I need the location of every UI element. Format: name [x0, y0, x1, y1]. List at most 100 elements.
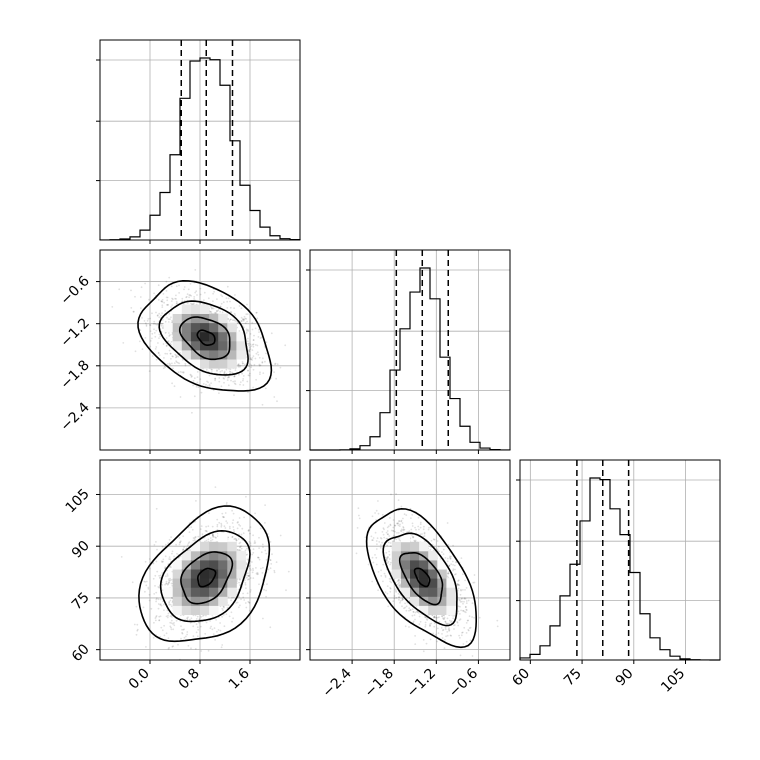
sample-point: [157, 607, 160, 610]
sample-point: [261, 572, 264, 574]
sample-point: [229, 368, 232, 371]
sample-point: [254, 541, 257, 544]
sample-point: [215, 310, 218, 312]
sample-point: [249, 333, 252, 335]
sample-point: [429, 623, 431, 626]
sample-point: [404, 606, 406, 609]
sample-point: [211, 628, 214, 631]
sample-point: [156, 570, 159, 573]
sample-point: [241, 372, 244, 375]
sample-point: [234, 537, 237, 540]
sample-point: [243, 579, 246, 582]
contour-level-3: [196, 329, 216, 346]
sample-point: [205, 621, 208, 624]
sample-point: [175, 354, 177, 357]
sample-point: [240, 533, 243, 536]
sample-point: [245, 495, 247, 498]
sample-point: [224, 512, 227, 514]
sample-point: [216, 525, 219, 528]
sample-point: [242, 362, 244, 365]
sample-point: [241, 362, 244, 365]
sample-point: [242, 378, 245, 380]
sample-point: [166, 573, 169, 575]
sample-point: [248, 601, 251, 604]
sample-point: [454, 624, 456, 626]
sample-point: [383, 522, 386, 524]
sample-point: [411, 525, 414, 527]
sample-point: [478, 616, 481, 619]
sample-point: [222, 609, 224, 612]
sample-point: [459, 654, 462, 657]
sample-point: [157, 586, 160, 588]
sample-point: [186, 544, 189, 547]
sample-point: [162, 293, 165, 295]
sample-point: [261, 361, 264, 364]
sample-point: [148, 298, 150, 301]
sample-point: [265, 589, 267, 592]
sample-point: [464, 606, 467, 609]
sample-point: [421, 533, 423, 535]
sample-point: [224, 527, 227, 529]
sample-point: [248, 540, 251, 543]
sample-point: [461, 597, 463, 600]
sample-point: [245, 587, 247, 590]
density-cell: [218, 532, 228, 543]
sample-point: [164, 310, 167, 312]
sample-point: [230, 611, 233, 614]
sample-point: [398, 585, 400, 587]
sample-point: [166, 363, 169, 365]
sample-point: [210, 625, 213, 628]
sample-point: [249, 343, 252, 346]
sample-point: [386, 530, 389, 532]
sample-point: [399, 594, 402, 596]
sample-point: [167, 340, 170, 342]
sample-point: [269, 559, 272, 562]
sample-point: [441, 615, 443, 618]
density-cell: [190, 550, 201, 561]
sample-point: [247, 343, 249, 345]
density-cell: [218, 350, 228, 360]
sample-point: [200, 525, 203, 527]
sample-point: [457, 605, 460, 608]
sample-point: [237, 365, 240, 368]
sample-point: [245, 313, 248, 315]
sample-point: [229, 527, 231, 530]
density-cell: [172, 322, 183, 333]
sample-point: [260, 567, 262, 570]
sample-point: [464, 597, 467, 600]
sample-point: [398, 596, 400, 599]
sample-point: [395, 596, 398, 599]
sample-point: [228, 320, 231, 322]
sample-point: [410, 517, 412, 519]
sample-point: [182, 548, 185, 551]
sample-point: [436, 640, 439, 643]
sample-point: [169, 342, 172, 345]
sample-point: [279, 534, 282, 537]
sample-point: [388, 535, 391, 537]
sample-point: [170, 626, 172, 629]
sample-point: [444, 638, 446, 641]
sample-point: [223, 625, 226, 628]
sample-point: [222, 516, 225, 519]
sample-point: [233, 312, 236, 315]
sample-point: [169, 615, 172, 618]
density-cell: [190, 578, 201, 588]
sample-point: [142, 606, 145, 609]
density-cell: [190, 605, 201, 615]
density-cell: [236, 340, 246, 351]
sample-point: [235, 539, 238, 542]
sample-point: [157, 598, 160, 601]
sample-point: [213, 312, 216, 314]
sample-point: [165, 304, 168, 306]
density-cell: [227, 587, 237, 597]
sample-point: [250, 569, 252, 571]
density-cell: [181, 304, 192, 314]
sample-point: [217, 309, 220, 312]
sample-point: [157, 342, 159, 344]
sample-point: [424, 624, 427, 626]
sample-point: [190, 617, 193, 620]
sample-point: [169, 625, 172, 628]
sample-point: [408, 530, 411, 533]
sample-point: [214, 377, 217, 380]
sample-point: [250, 358, 253, 360]
